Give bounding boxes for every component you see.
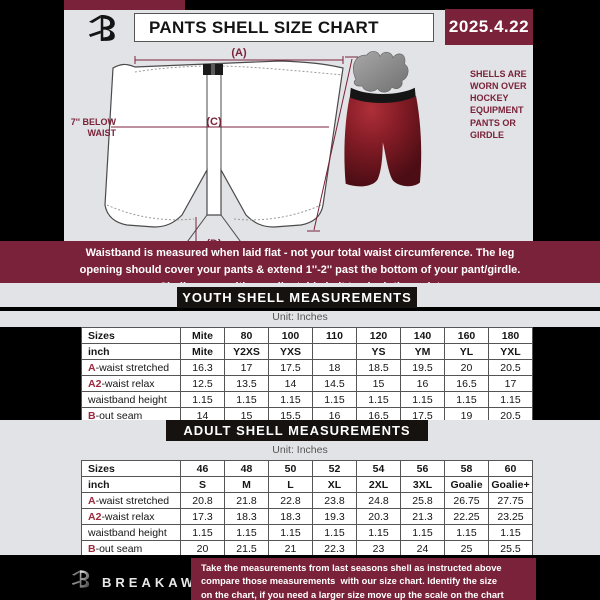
svg-text:(C): (C) <box>206 116 222 128</box>
svg-text:WAIST: WAIST <box>88 128 117 138</box>
svg-text:7'' BELOW: 7'' BELOW <box>71 117 117 127</box>
svg-text:(A): (A) <box>231 47 247 59</box>
